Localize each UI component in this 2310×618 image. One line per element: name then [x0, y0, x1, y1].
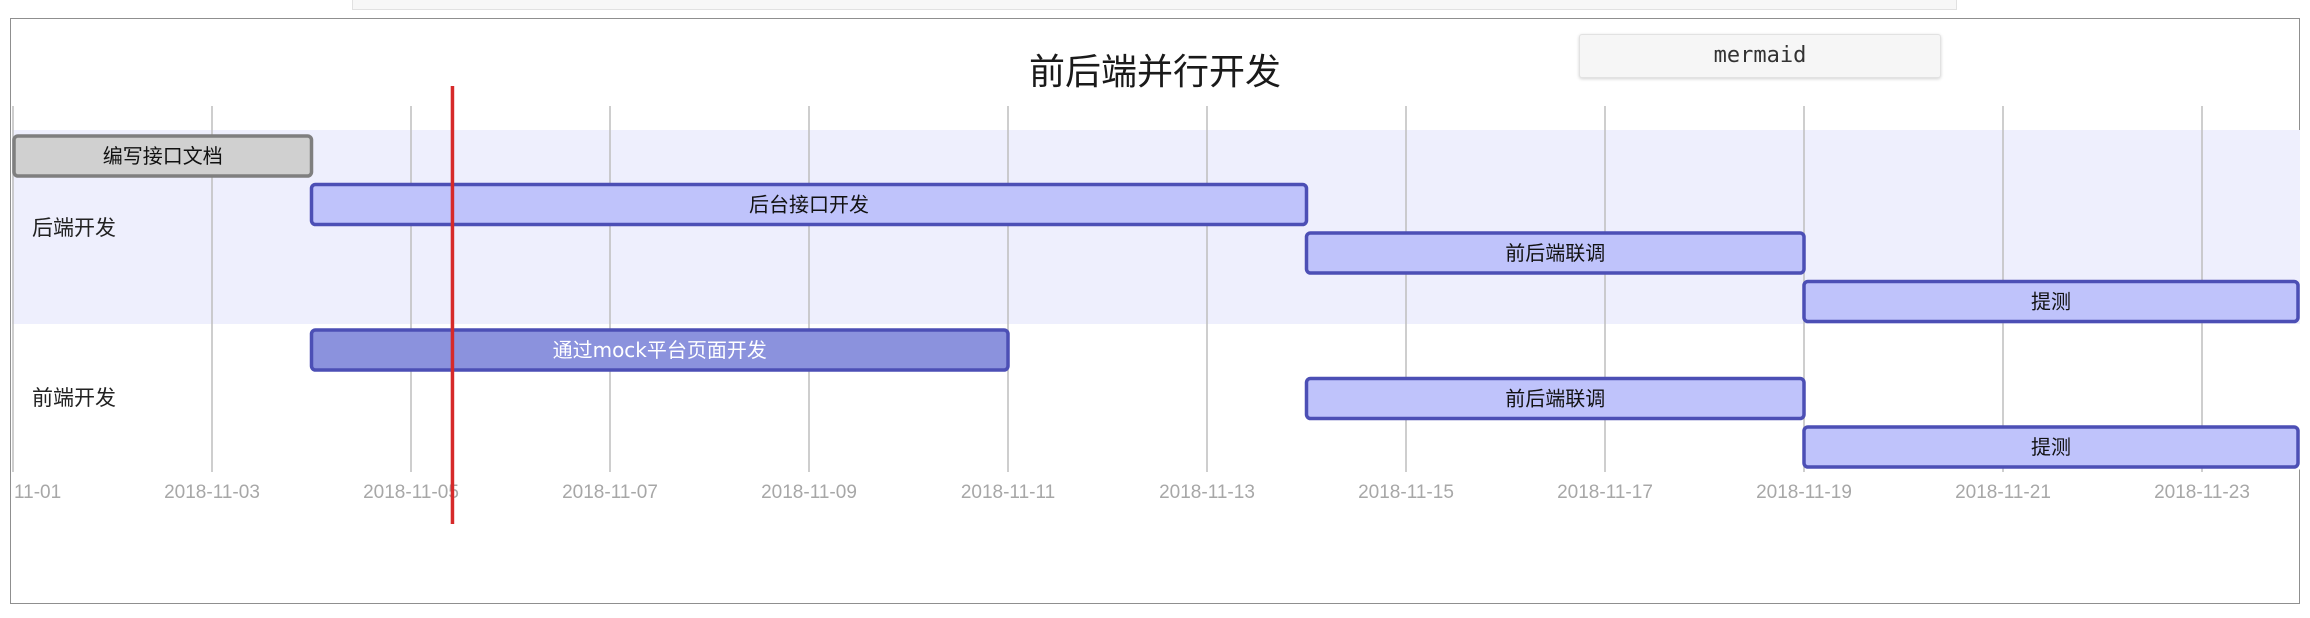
x-tick-label: 2018-11-07 — [562, 482, 658, 503]
x-tick-label: 2018-11-05 — [363, 482, 459, 503]
x-axis-ticks: 11-01 2018-11-03 2018-11-05 2018-11-07 2018-… — [14, 482, 2250, 503]
task-label: 编写接口文档 — [103, 144, 223, 168]
chart-title: 前后端并行开发 — [1029, 52, 1281, 93]
x-tick-label: 2018-11-13 — [1159, 482, 1255, 503]
x-tick-label: 2018-11-03 — [164, 482, 260, 503]
x-tick-label: 11-01 — [14, 482, 61, 503]
task-label: 后台接口开发 — [749, 193, 869, 217]
section-label: 前端开发 — [32, 386, 116, 410]
task-label: 提测 — [2031, 435, 2071, 459]
section-label: 后端开发 — [32, 216, 116, 240]
x-tick-label: 2018-11-19 — [1756, 482, 1852, 503]
x-tick-label: 2018-11-15 — [1358, 482, 1454, 503]
x-tick-label: 2018-11-09 — [761, 482, 857, 503]
task-bar[interactable] — [1802, 425, 2300, 469]
task-label: 通过mock平台页面开发 — [553, 338, 767, 362]
task-label: 前后端联调 — [1505, 387, 1605, 411]
task-label: 提测 — [2031, 290, 2071, 314]
top-panel-edge — [352, 0, 1957, 10]
x-tick-label: 2018-11-23 — [2154, 482, 2250, 503]
task-bar[interactable] — [1304, 376, 1806, 421]
x-tick-label: 2018-11-21 — [1955, 482, 2051, 503]
task-bar[interactable] — [1802, 279, 2300, 324]
task-bar[interactable] — [1304, 231, 1806, 275]
task-bar[interactable] — [12, 134, 314, 178]
task-label: 前后端联调 — [1505, 241, 1605, 265]
x-tick-label: 2018-11-11 — [961, 482, 1055, 503]
x-tick-label: 2018-11-17 — [1557, 482, 1653, 503]
task-bar[interactable] — [309, 182, 1309, 227]
mermaid-badge[interactable]: mermaid — [1579, 34, 1941, 78]
task-bar[interactable] — [309, 328, 1010, 372]
